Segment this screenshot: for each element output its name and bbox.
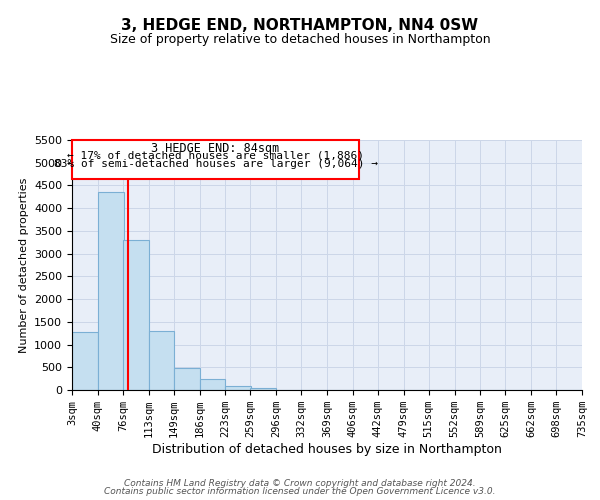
Text: Size of property relative to detached houses in Northampton: Size of property relative to detached ho… bbox=[110, 32, 490, 46]
Bar bbox=[123, 240, 149, 390]
Text: 3, HEDGE END, NORTHAMPTON, NN4 0SW: 3, HEDGE END, NORTHAMPTON, NN4 0SW bbox=[121, 18, 479, 32]
Text: 3 HEDGE END: 84sqm: 3 HEDGE END: 84sqm bbox=[151, 142, 280, 156]
Text: Contains public sector information licensed under the Open Government Licence v3: Contains public sector information licen… bbox=[104, 487, 496, 496]
Text: ← 17% of detached houses are smaller (1,886): ← 17% of detached houses are smaller (1,… bbox=[67, 150, 364, 160]
Bar bbox=[72, 140, 359, 179]
Bar bbox=[199, 379, 225, 390]
Bar bbox=[149, 331, 175, 390]
Bar bbox=[72, 332, 98, 390]
Bar bbox=[225, 386, 251, 390]
Bar bbox=[250, 388, 276, 390]
Text: Contains HM Land Registry data © Crown copyright and database right 2024.: Contains HM Land Registry data © Crown c… bbox=[124, 478, 476, 488]
X-axis label: Distribution of detached houses by size in Northampton: Distribution of detached houses by size … bbox=[152, 443, 502, 456]
Text: 83% of semi-detached houses are larger (9,064) →: 83% of semi-detached houses are larger (… bbox=[53, 159, 377, 169]
Bar bbox=[174, 368, 199, 390]
Y-axis label: Number of detached properties: Number of detached properties bbox=[19, 178, 29, 352]
Bar bbox=[98, 192, 124, 390]
